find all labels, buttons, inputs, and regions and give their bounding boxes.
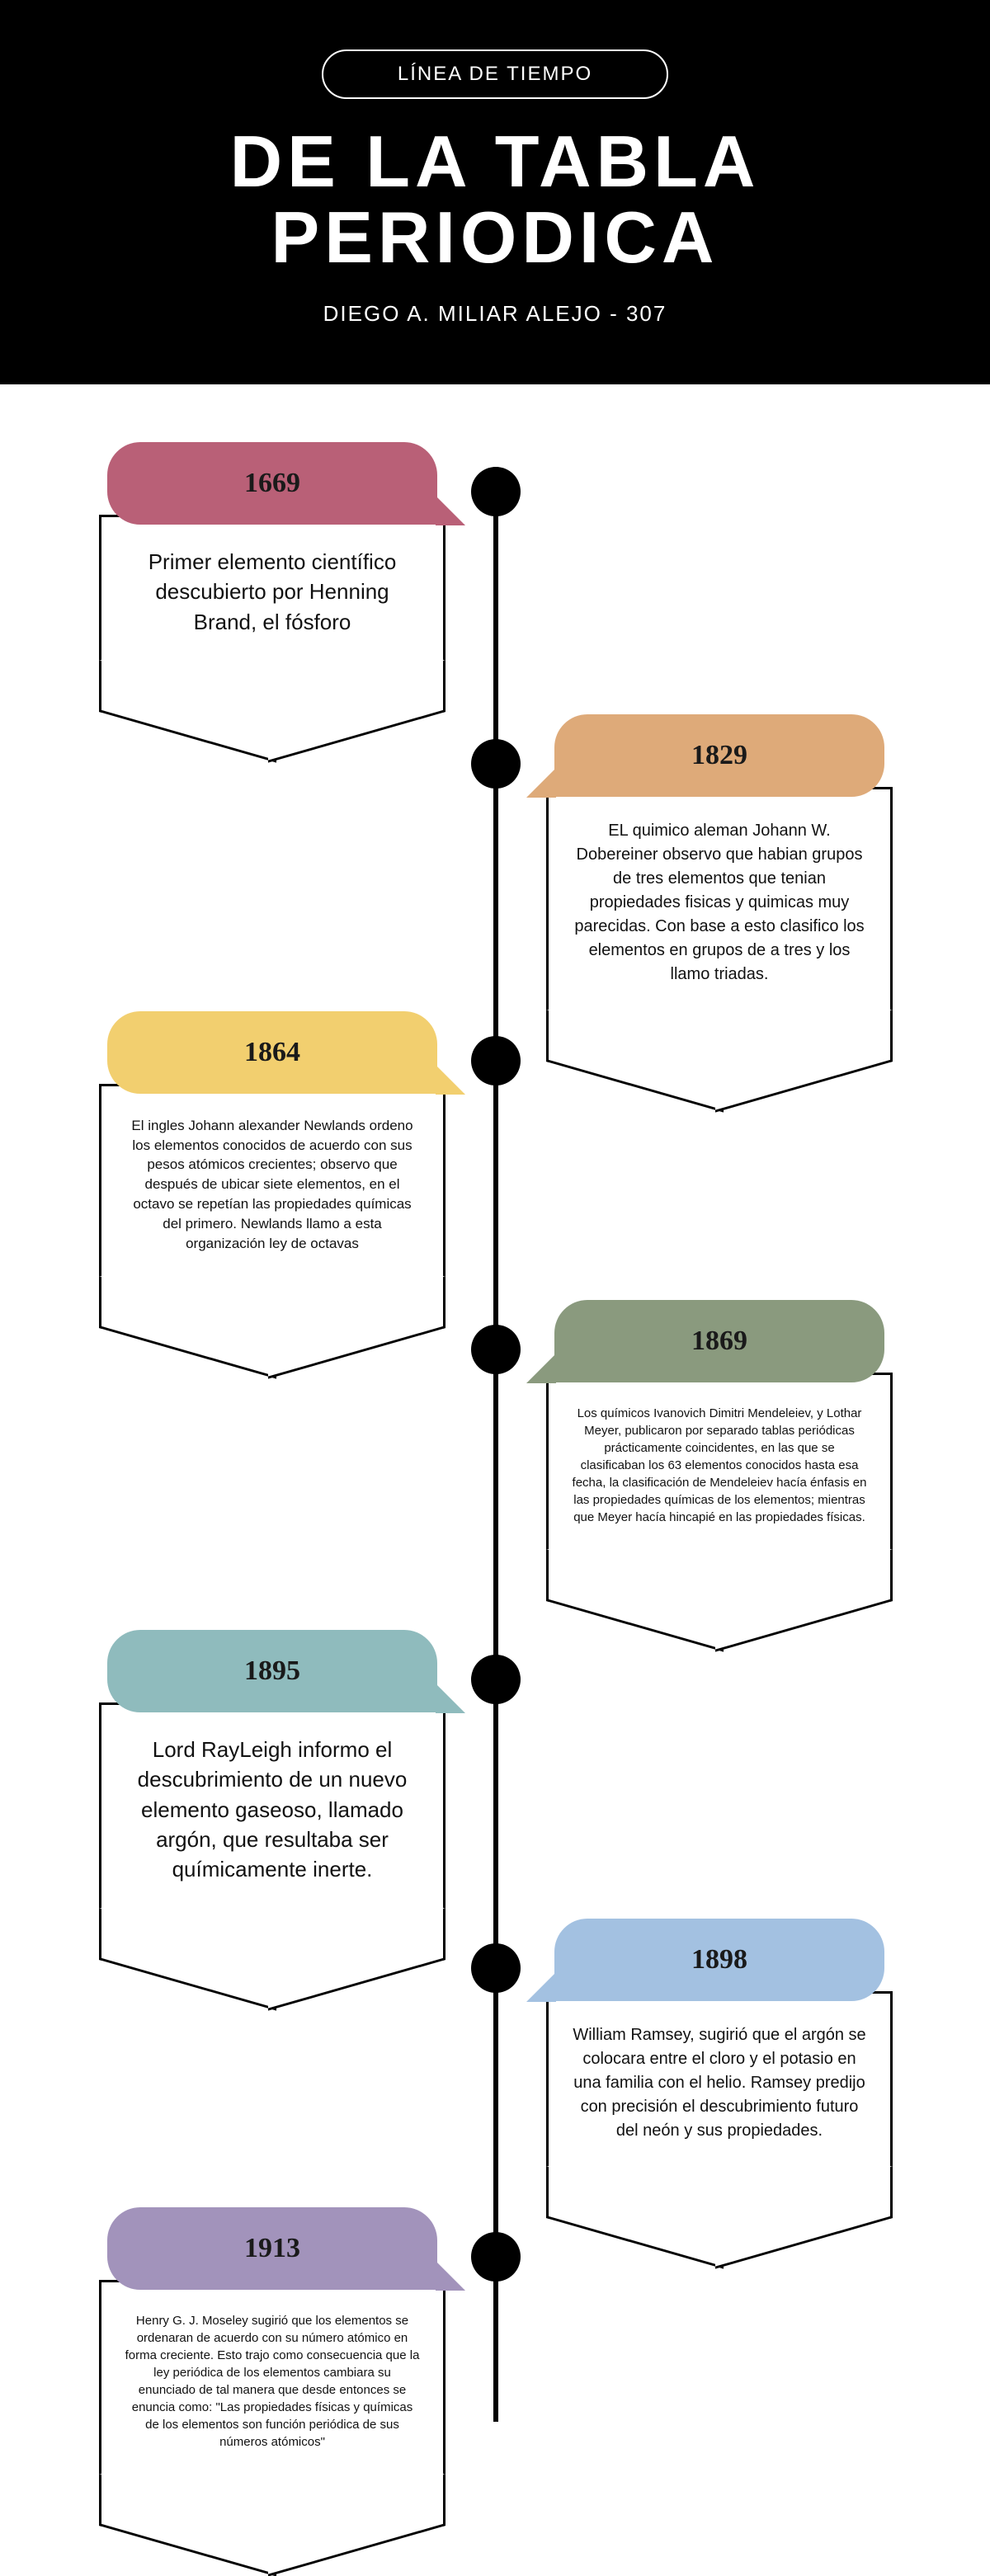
year-tab: 1913 bbox=[107, 2207, 437, 2290]
card-chevron-icon bbox=[99, 2474, 446, 2523]
entry-card: EL quimico aleman Johann W. Dobereiner o… bbox=[546, 787, 893, 1010]
entry-body: Henry G. J. Moseley sugirió que los elem… bbox=[125, 2312, 420, 2451]
year-tab: 1864 bbox=[107, 1011, 437, 1094]
header-pill: LÍNEA DE TIEMPO bbox=[322, 49, 668, 99]
year-label: 1869 bbox=[691, 1326, 747, 1357]
timeline-entry: 1869 Los químicos Ivanovich Dimitri Mende… bbox=[546, 1300, 893, 1599]
tab-pointer-icon bbox=[436, 1684, 465, 1713]
entry-body: William Ramsey, sugirió que el argón se … bbox=[572, 2023, 867, 2143]
tab-pointer-icon bbox=[436, 496, 465, 525]
entry-body: EL quimico aleman Johann W. Dobereiner o… bbox=[572, 819, 867, 987]
timeline-node bbox=[471, 1655, 521, 1704]
card-chevron-icon bbox=[546, 1549, 893, 1599]
entry-body: Los químicos Ivanovich Dimitri Mendeleie… bbox=[572, 1405, 867, 1526]
timeline-entry: 1913 Henry G. J. Moseley sugirió que los … bbox=[99, 2207, 446, 2523]
year-label: 1669 bbox=[244, 468, 300, 499]
main-title: DE LA TABLAPERIODICA bbox=[0, 124, 990, 276]
year-tab: 1898 bbox=[554, 1919, 884, 2001]
author-line: DIEGO A. MILIAR ALEJO - 307 bbox=[0, 301, 990, 327]
year-label: 1864 bbox=[244, 1037, 300, 1068]
card-chevron-icon bbox=[99, 1276, 446, 1326]
timeline-node bbox=[471, 1325, 521, 1374]
year-tab: 1869 bbox=[554, 1300, 884, 1382]
tab-pointer-icon bbox=[526, 1972, 556, 2002]
timeline-entry: 1898 William Ramsey, sugirió que el argón… bbox=[546, 1919, 893, 2216]
tab-pointer-icon bbox=[526, 1354, 556, 1383]
timeline-node bbox=[471, 1943, 521, 1993]
entry-card: El ingles Johann alexander Newlands orde… bbox=[99, 1084, 446, 1277]
tab-pointer-icon bbox=[436, 1065, 465, 1095]
entry-card: Primer elemento científico descubierto p… bbox=[99, 515, 446, 660]
year-label: 1829 bbox=[691, 740, 747, 771]
timeline-node bbox=[471, 2232, 521, 2282]
year-label: 1898 bbox=[691, 1944, 747, 1976]
timeline-node bbox=[471, 467, 521, 516]
year-tab: 1669 bbox=[107, 442, 437, 525]
entry-body: El ingles Johann alexander Newlands orde… bbox=[125, 1116, 420, 1254]
year-tab: 1829 bbox=[554, 714, 884, 797]
header: LÍNEA DE TIEMPO DE LA TABLAPERIODICA DIE… bbox=[0, 0, 990, 384]
card-chevron-icon bbox=[99, 1908, 446, 1957]
card-chevron-icon bbox=[546, 2166, 893, 2216]
card-chevron-icon bbox=[546, 1010, 893, 1059]
entry-card: Henry G. J. Moseley sugirió que los elem… bbox=[99, 2280, 446, 2474]
entry-body: Primer elemento científico descubierto p… bbox=[125, 547, 420, 637]
year-label: 1895 bbox=[244, 1655, 300, 1687]
card-chevron-icon bbox=[99, 660, 446, 709]
timeline-entry: 1829 EL quimico aleman Johann W. Doberein… bbox=[546, 714, 893, 1059]
timeline-entry: 1895 Lord RayLeigh informo el descubrimie… bbox=[99, 1630, 446, 1957]
tab-pointer-icon bbox=[526, 768, 556, 798]
timeline-entry: 1669 Primer elemento científico descubier… bbox=[99, 442, 446, 709]
entry-card: Lord RayLeigh informo el descubrimiento … bbox=[99, 1702, 446, 1908]
entry-card: William Ramsey, sugirió que el argón se … bbox=[546, 1991, 893, 2166]
entry-card: Los químicos Ivanovich Dimitri Mendeleie… bbox=[546, 1373, 893, 1549]
year-label: 1913 bbox=[244, 2233, 300, 2264]
timeline-entry: 1864 El ingles Johann alexander Newlands … bbox=[99, 1011, 446, 1326]
year-tab: 1895 bbox=[107, 1630, 437, 1712]
timeline: 1669 Primer elemento científico descubier… bbox=[0, 384, 990, 2471]
tab-pointer-icon bbox=[436, 2261, 465, 2291]
timeline-node bbox=[471, 1036, 521, 1085]
timeline-node bbox=[471, 739, 521, 789]
entry-body: Lord RayLeigh informo el descubrimiento … bbox=[125, 1735, 420, 1885]
